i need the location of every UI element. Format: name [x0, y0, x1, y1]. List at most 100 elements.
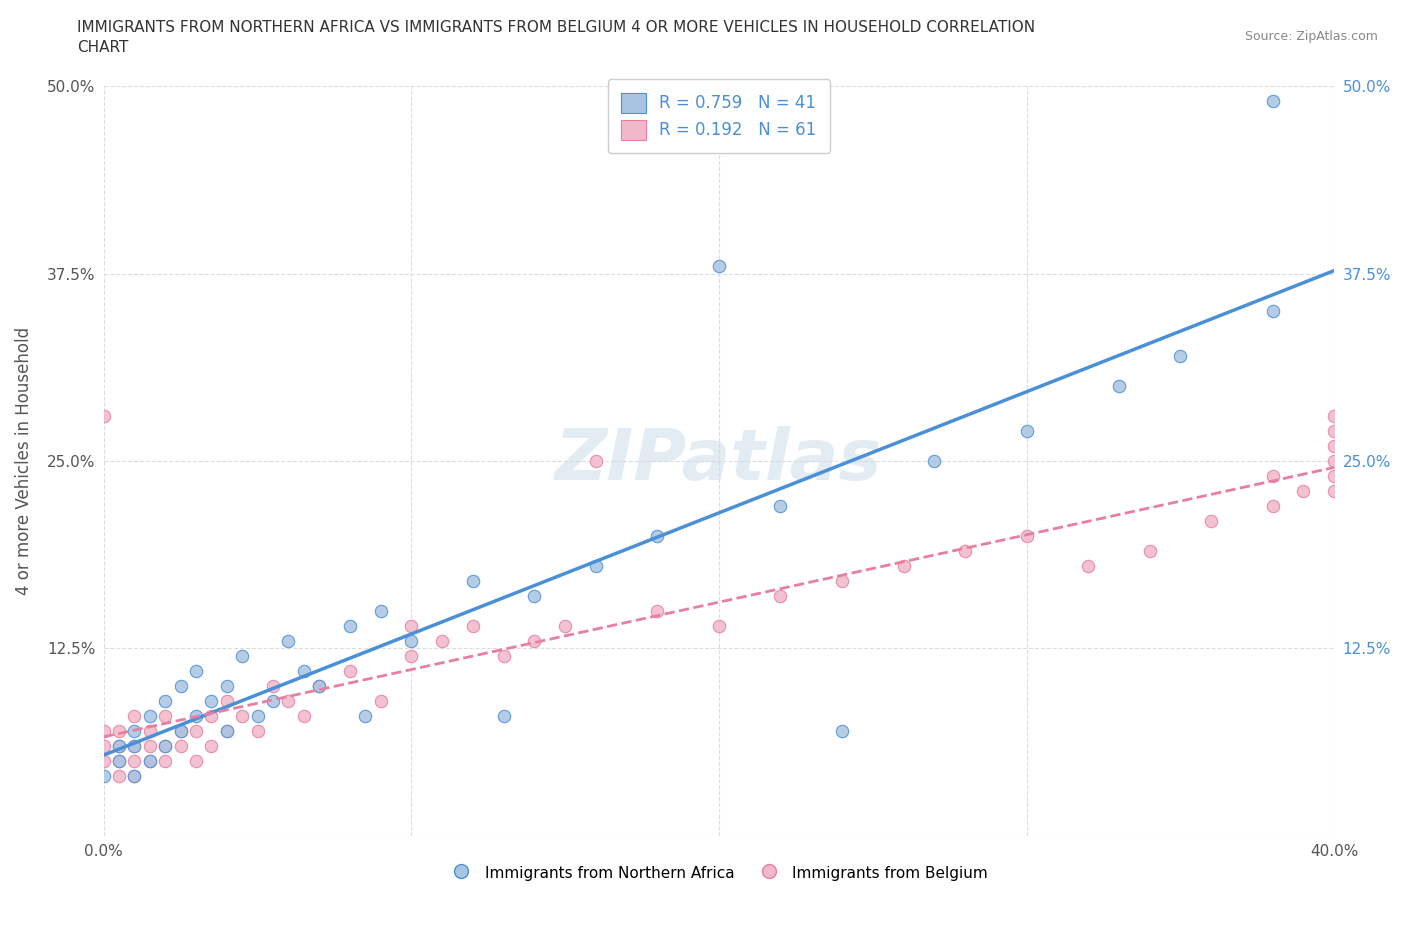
Point: [155, 753, 177, 768]
Point: [1108, 379, 1130, 393]
Point: [184, 663, 207, 678]
Point: [231, 709, 253, 724]
Text: IMMIGRANTS FROM NORTHERN AFRICA VS IMMIGRANTS FROM BELGIUM 4 OR MORE VEHICLES IN: IMMIGRANTS FROM NORTHERN AFRICA VS IMMIG…: [77, 20, 1035, 35]
Point: [231, 648, 253, 663]
Point: [139, 753, 162, 768]
Point: [200, 694, 222, 709]
Point: [1139, 543, 1161, 558]
Point: [215, 694, 238, 709]
Point: [893, 559, 915, 574]
Point: [184, 709, 207, 724]
Point: [155, 709, 177, 724]
Point: [308, 679, 330, 694]
Point: [93, 753, 115, 768]
Point: [308, 679, 330, 694]
Point: [169, 724, 191, 738]
Point: [523, 589, 546, 604]
Point: [93, 724, 115, 738]
Point: [124, 768, 146, 783]
Point: [184, 724, 207, 738]
Legend: R = 0.759   N = 41, R = 0.192   N = 61: R = 0.759 N = 41, R = 0.192 N = 61: [607, 79, 830, 153]
Point: [1015, 528, 1038, 543]
Point: [215, 724, 238, 738]
Point: [1015, 423, 1038, 438]
Point: [1261, 94, 1284, 109]
Point: [93, 408, 115, 423]
Point: [430, 633, 453, 648]
Point: [1261, 469, 1284, 484]
Point: [184, 753, 207, 768]
Point: [108, 753, 131, 768]
Point: [155, 738, 177, 753]
Point: [262, 694, 284, 709]
Point: [401, 618, 423, 633]
Point: [215, 679, 238, 694]
Point: [339, 663, 361, 678]
Point: [1170, 349, 1192, 364]
Y-axis label: 4 or more Vehicles in Household: 4 or more Vehicles in Household: [15, 327, 32, 595]
Point: [93, 768, 115, 783]
Point: [277, 694, 299, 709]
Point: [169, 738, 191, 753]
Point: [707, 259, 730, 273]
Point: [124, 738, 146, 753]
Point: [124, 724, 146, 738]
Point: [831, 724, 853, 738]
Point: [1261, 303, 1284, 318]
Point: [246, 724, 269, 738]
Point: [1323, 408, 1346, 423]
Point: [370, 604, 392, 618]
Point: [707, 618, 730, 633]
Point: [1292, 484, 1315, 498]
Point: [200, 709, 222, 724]
Point: [831, 574, 853, 589]
Point: [124, 709, 146, 724]
Point: [554, 618, 576, 633]
Point: [492, 709, 515, 724]
Point: [401, 648, 423, 663]
Point: [1323, 469, 1346, 484]
Text: ZIPatlas: ZIPatlas: [555, 427, 883, 496]
Point: [108, 738, 131, 753]
Point: [953, 543, 976, 558]
Point: [647, 604, 669, 618]
Point: [292, 709, 315, 724]
Point: [292, 663, 315, 678]
Point: [769, 498, 792, 513]
Point: [370, 694, 392, 709]
Point: [139, 709, 162, 724]
Point: [155, 738, 177, 753]
Point: [169, 724, 191, 738]
Point: [354, 709, 377, 724]
Point: [461, 574, 484, 589]
Point: [339, 618, 361, 633]
Point: [139, 724, 162, 738]
Point: [215, 724, 238, 738]
Point: [647, 528, 669, 543]
Point: [124, 738, 146, 753]
Point: [139, 738, 162, 753]
Point: [1323, 423, 1346, 438]
Point: [492, 648, 515, 663]
Point: [1323, 484, 1346, 498]
Point: [1199, 513, 1222, 528]
Point: [124, 753, 146, 768]
Point: [108, 768, 131, 783]
Point: [523, 633, 546, 648]
Point: [124, 768, 146, 783]
Point: [139, 753, 162, 768]
Point: [401, 633, 423, 648]
Point: [262, 679, 284, 694]
Point: [246, 709, 269, 724]
Point: [169, 679, 191, 694]
Point: [108, 753, 131, 768]
Point: [461, 618, 484, 633]
Point: [93, 738, 115, 753]
Point: [922, 454, 945, 469]
Point: [277, 633, 299, 648]
Point: [769, 589, 792, 604]
Point: [200, 738, 222, 753]
Point: [155, 694, 177, 709]
Point: [108, 738, 131, 753]
Point: [108, 724, 131, 738]
